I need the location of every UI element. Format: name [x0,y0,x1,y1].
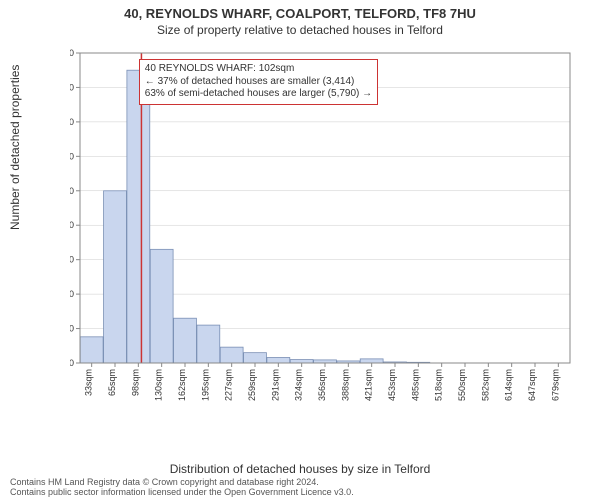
y-axis-label: Number of detached properties [8,65,22,230]
svg-text:4000: 4000 [70,82,74,92]
svg-text:0: 0 [70,358,74,368]
svg-text:500: 500 [70,324,74,334]
svg-text:647sqm: 647sqm [527,369,537,401]
svg-text:582sqm: 582sqm [480,369,490,401]
svg-text:4500: 4500 [70,48,74,58]
svg-text:227sqm: 227sqm [224,369,234,401]
svg-text:98sqm: 98sqm [130,369,140,396]
svg-text:162sqm: 162sqm [177,369,187,401]
svg-text:679sqm: 679sqm [550,369,560,401]
svg-text:195sqm: 195sqm [200,369,210,401]
svg-text:453sqm: 453sqm [387,369,397,401]
svg-text:130sqm: 130sqm [154,369,164,401]
footer-attribution: Contains HM Land Registry data © Crown c… [10,478,354,498]
svg-text:324sqm: 324sqm [294,369,304,401]
chart-title-sub: Size of property relative to detached ho… [0,21,600,41]
svg-text:33sqm: 33sqm [84,369,94,396]
footer-line-2: Contains public sector information licen… [10,488,354,498]
svg-text:518sqm: 518sqm [434,369,444,401]
svg-text:550sqm: 550sqm [457,369,467,401]
svg-text:3500: 3500 [70,117,74,127]
svg-text:259sqm: 259sqm [247,369,257,401]
annotation-line-2: ← 37% of detached houses are smaller (3,… [145,76,372,89]
svg-text:291sqm: 291sqm [270,369,280,401]
annotation-line-3: 63% of semi-detached houses are larger (… [145,88,372,101]
svg-text:2500: 2500 [70,186,74,196]
svg-text:421sqm: 421sqm [364,369,374,401]
x-axis-label: Distribution of detached houses by size … [0,462,600,476]
svg-text:356sqm: 356sqm [317,369,327,401]
svg-text:388sqm: 388sqm [340,369,350,401]
svg-text:65sqm: 65sqm [107,369,117,396]
svg-text:485sqm: 485sqm [410,369,420,401]
chart-title-main: 40, REYNOLDS WHARF, COALPORT, TELFORD, T… [0,0,600,21]
svg-text:1500: 1500 [70,255,74,265]
chart-plot-area: 0 500 1000 1500 2000 2500 3000 3500 4000 4500 33sq… [70,48,575,423]
svg-text:2000: 2000 [70,220,74,230]
annotation-box: 40 REYNOLDS WHARF: 102sqm ← 37% of detac… [139,59,378,105]
annotation-line-1: 40 REYNOLDS WHARF: 102sqm [145,63,372,76]
svg-text:614sqm: 614sqm [504,369,514,401]
svg-text:1000: 1000 [70,289,74,299]
chart-container: 40, REYNOLDS WHARF, COALPORT, TELFORD, T… [0,0,600,500]
svg-text:3000: 3000 [70,151,74,161]
